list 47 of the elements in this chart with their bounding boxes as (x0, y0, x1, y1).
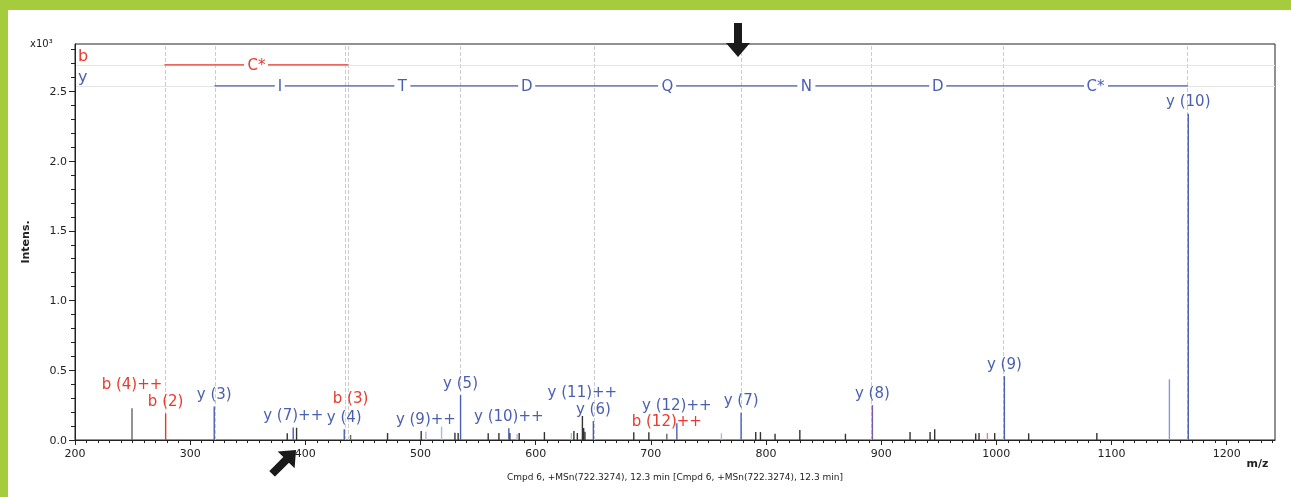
text: y (78, 66, 88, 86)
y-axis-title: Intens. (19, 220, 32, 264)
text: b (78, 45, 89, 65)
text: x10³ (30, 38, 53, 49)
annotation: y (7) (723, 390, 759, 409)
annotation: b (2) (147, 391, 184, 410)
annotation: y (3) (196, 384, 232, 403)
y-tick-label: 2.5 (49, 84, 67, 98)
annotation: C* (244, 55, 269, 74)
x-tick-label: 900 (870, 447, 892, 460)
annotation: y (9)++ (395, 409, 456, 428)
annotation: T (394, 76, 410, 95)
annotation: D (518, 76, 536, 95)
y-tick-label: 0.5 (49, 363, 67, 377)
x-tick-label: 400 (294, 447, 316, 460)
annotation: y (5) (443, 373, 479, 392)
x-tick-label: 1100 (1097, 447, 1126, 460)
x-tick-label: 1000 (982, 447, 1011, 460)
annotation: Q (658, 76, 677, 95)
annotation: y (4) (326, 407, 362, 426)
annotation: y (8) (854, 383, 890, 402)
annotation: y (10) (1166, 91, 1211, 110)
y-tick-label: 1.5 (49, 224, 67, 238)
annotation: N (797, 76, 815, 95)
y-tick-label: 0.0 (49, 433, 67, 447)
y-tick-label: 2.0 (49, 154, 67, 168)
annotation: b (4)++ (101, 374, 163, 393)
x-tick-label: 200 (64, 447, 86, 460)
text: Cmpd 6, +MSn(722.3274), 12.3 min [Cmpd 6, +MSn(722.3274), 12.3 min] (506, 472, 844, 482)
x-tick-label: 300 (179, 447, 201, 460)
annotation: C* (1083, 76, 1108, 95)
y-tick-label: 1.0 (49, 294, 67, 308)
x-tick-label: 800 (755, 447, 777, 460)
x-tick-label: 1200 (1212, 447, 1241, 460)
annotation: y (9) (986, 354, 1022, 373)
annotation: y (6) (575, 399, 611, 418)
x-tick-label: 500 (409, 447, 431, 460)
annotation: D (928, 76, 947, 95)
annotation: b (3) (332, 388, 369, 407)
x-axis-title: m/z (1246, 457, 1269, 470)
annotation: y (7)++ (263, 405, 324, 424)
x-tick-label: 700 (640, 447, 662, 460)
x-tick-label: 600 (525, 447, 547, 460)
annotation: y (10)++ (474, 406, 544, 425)
annotation: y (11)++ (547, 382, 618, 401)
annotation: I (274, 76, 286, 95)
annotation: y (12)++ (642, 395, 712, 414)
